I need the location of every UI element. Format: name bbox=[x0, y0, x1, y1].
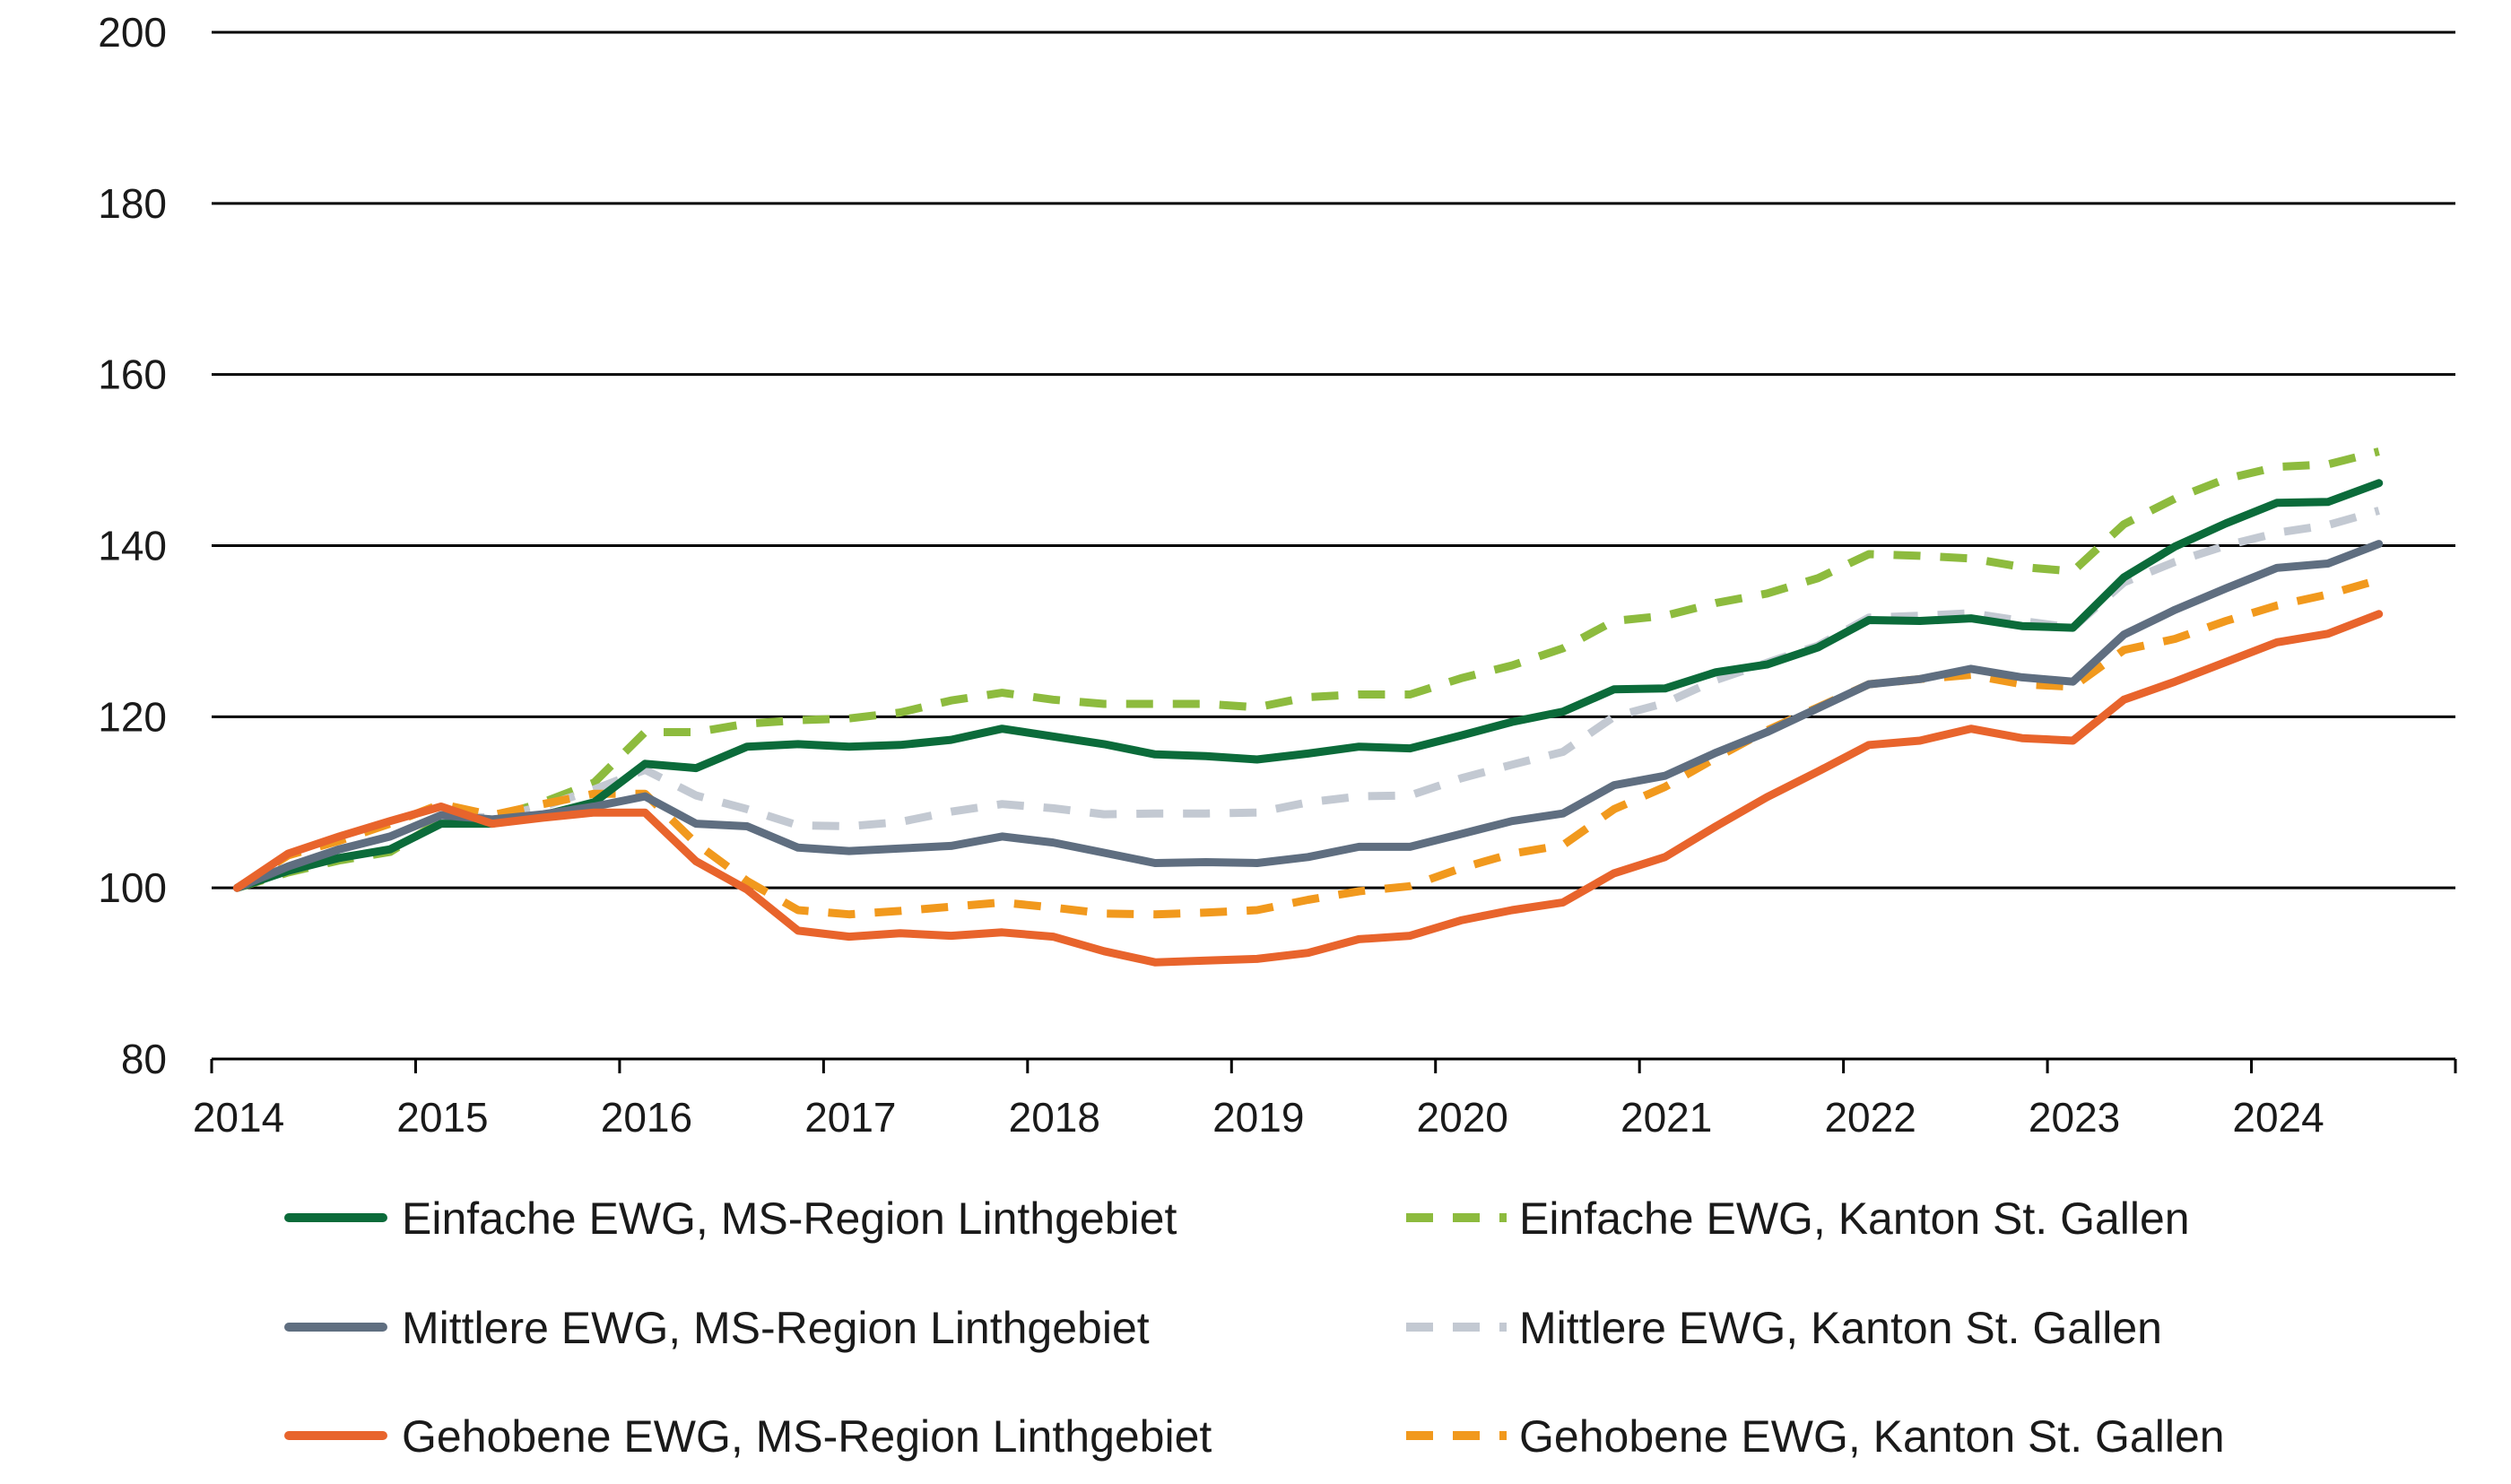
series-line-3 bbox=[232, 540, 2384, 892]
y-tick-label: 160 bbox=[98, 351, 167, 398]
legend-item-2: Einfache EWG, Kanton St. Gallen bbox=[1406, 1193, 2190, 1244]
x-tick-label: 2023 bbox=[2029, 1094, 2120, 1141]
series-line-2 bbox=[236, 447, 2380, 892]
series-lines bbox=[232, 447, 2384, 967]
legend-label: Mittlere EWG, Kanton St. Gallen bbox=[1519, 1303, 2162, 1353]
y-tick-label: 100 bbox=[98, 864, 167, 911]
series-line-5 bbox=[232, 610, 2384, 967]
legend-item-5: Gehobene EWG, MS-Region Linthgebiet bbox=[284, 1411, 1212, 1462]
x-tick-label: 2015 bbox=[396, 1094, 488, 1141]
x-tick-label: 2014 bbox=[193, 1094, 284, 1141]
legend-item-3: Mittlere EWG, MS-Region Linthgebiet bbox=[284, 1303, 1150, 1353]
x-tick-label: 2016 bbox=[601, 1094, 692, 1141]
gridlines bbox=[212, 30, 2455, 890]
legend-label: Einfache EWG, Kanton St. Gallen bbox=[1519, 1193, 2190, 1244]
y-tick-label: 140 bbox=[98, 523, 167, 569]
legend-label: Einfache EWG, MS-Region Linthgebiet bbox=[402, 1193, 1177, 1244]
legend-item-4: Mittlere EWG, Kanton St. Gallen bbox=[1406, 1303, 2162, 1353]
x-tick-label: 2021 bbox=[1620, 1094, 1712, 1141]
y-tick-label: 80 bbox=[121, 1036, 167, 1082]
x-tick-label: 2018 bbox=[1009, 1094, 1100, 1141]
series-line-4 bbox=[235, 507, 2380, 892]
y-tick-label: 120 bbox=[98, 693, 167, 740]
legend-label: Gehobene EWG, MS-Region Linthgebiet bbox=[402, 1411, 1212, 1462]
series-line-6 bbox=[234, 576, 2380, 919]
legend: Einfache EWG, MS-Region Linthgebiet Einfa… bbox=[284, 1193, 2225, 1462]
x-tick-label: 2024 bbox=[2232, 1094, 2324, 1141]
x-tick-label: 2017 bbox=[804, 1094, 896, 1141]
x-tick-label: 2022 bbox=[1824, 1094, 1916, 1141]
y-axis-tick-labels: 80 100 120 140 160 180 200 bbox=[98, 9, 167, 1082]
x-axis-tick-labels: 2014 2015 2016 2017 2018 2019 2020 2021 2022 2023… bbox=[193, 1094, 2324, 1141]
y-tick-label: 200 bbox=[98, 9, 167, 56]
legend-label: Mittlere EWG, MS-Region Linthgebiet bbox=[402, 1303, 1150, 1353]
y-tick-label: 180 bbox=[98, 180, 167, 227]
series-line-1 bbox=[232, 479, 2384, 892]
legend-item-6: Gehobene EWG, Kanton St. Gallen bbox=[1406, 1411, 2225, 1462]
x-tick-label: 2019 bbox=[1212, 1094, 1304, 1141]
x-axis bbox=[210, 1057, 2457, 1073]
legend-item-1: Einfache EWG, MS-Region Linthgebiet bbox=[284, 1193, 1177, 1244]
legend-label: Gehobene EWG, Kanton St. Gallen bbox=[1519, 1411, 2225, 1462]
x-tick-label: 2020 bbox=[1417, 1094, 1508, 1141]
